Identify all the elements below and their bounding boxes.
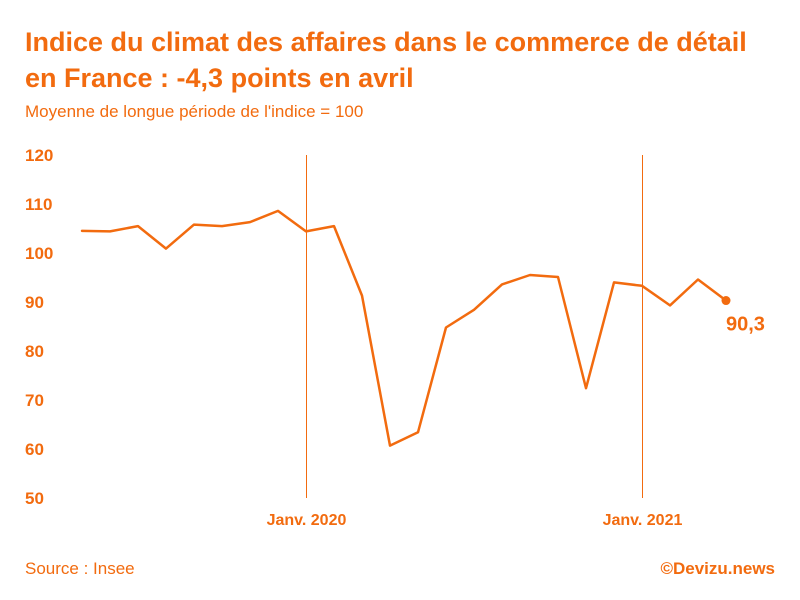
series-layer: 90,3 <box>80 209 765 447</box>
y-tick-label: 70 <box>25 391 44 410</box>
x-tick-label: Janv. 2021 <box>603 512 683 529</box>
x-tick-label: Janv. 2020 <box>267 512 347 529</box>
series-line <box>80 209 728 447</box>
chart-subtitle: Moyenne de longue période de l'indice = … <box>25 102 364 121</box>
end-value-label: 90,3 <box>726 314 765 336</box>
y-tick-label: 80 <box>25 342 44 361</box>
source-note: Source : Insee <box>25 559 135 578</box>
y-tick-label: 60 <box>25 440 44 459</box>
credit-note: ©Devizu.news <box>660 559 775 578</box>
chart-title: Indice du climat des affaires dans le co… <box>25 27 747 93</box>
y-tick-label: 90 <box>25 293 44 312</box>
y-tick-label: 50 <box>25 489 44 508</box>
y-tick-label: 120 <box>25 146 53 165</box>
x-axis-markers: Janv. 2020 Janv. 2021 <box>267 155 683 529</box>
y-tick-label: 110 <box>25 195 52 214</box>
end-point-marker <box>721 296 731 306</box>
y-axis-ticks: 120 110 100 90 80 70 60 50 <box>25 146 53 508</box>
y-tick-label: 100 <box>25 244 53 263</box>
